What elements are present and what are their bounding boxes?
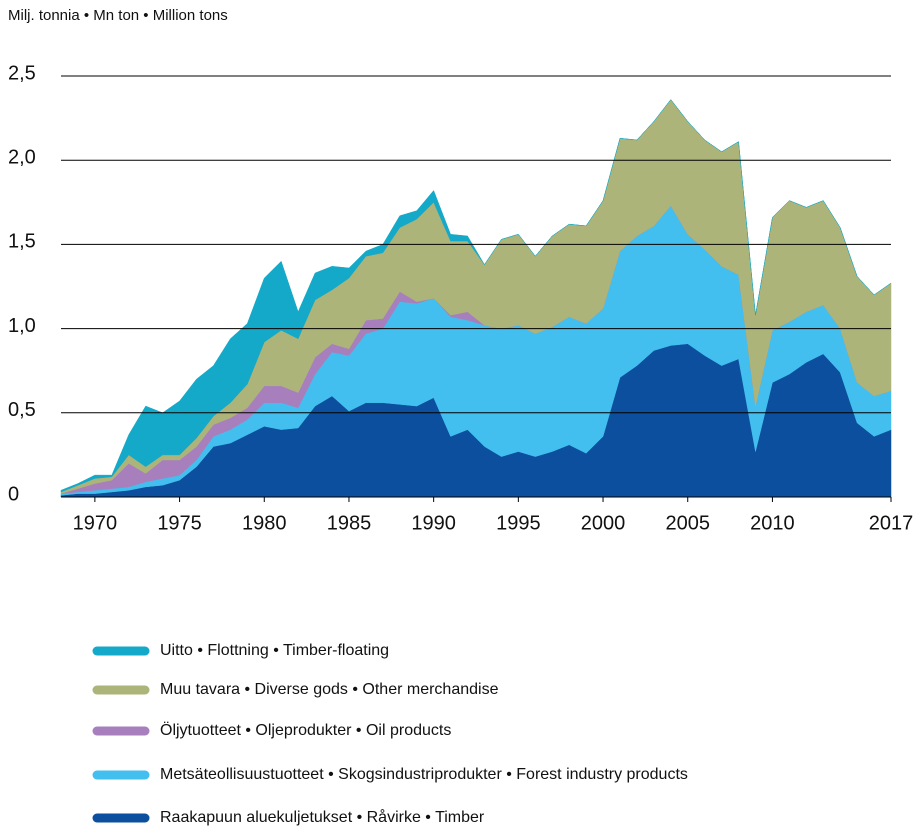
legend-label: Raakapuun aluekuljetukset • Råvirke • Ti… (160, 808, 485, 826)
x-tick-label: 1980 (242, 512, 287, 534)
x-tick-label: 1970 (73, 512, 118, 534)
x-tick-label: 1995 (496, 512, 541, 534)
x-tick-label: 2017 (869, 512, 914, 534)
legend-label: Uitto • Flottning • Timber-floating (160, 642, 389, 659)
x-tick-label: 2010 (750, 512, 795, 534)
legend-label: Muu tavara • Diverse gods • Other mercha… (160, 681, 499, 698)
x-tick-label: 2005 (665, 512, 710, 534)
chart-title: Milj. tonnia • Mn ton • Million tons (8, 7, 228, 24)
y-tick-label: 2,5 (8, 62, 36, 84)
y-tick-label: 0,5 (8, 399, 36, 421)
x-tick-label: 1975 (157, 512, 202, 534)
y-tick-label: 1,0 (8, 315, 36, 337)
y-tick-label: 1,5 (8, 231, 36, 253)
y-tick-label: 2,0 (8, 146, 36, 168)
legend-label: Öljytuotteet • Oljeprodukter • Oil produ… (160, 721, 451, 739)
legend-label: Metsäteollisuustuotteet • Skogsindustrip… (160, 766, 688, 783)
x-tick-label: 2000 (581, 512, 626, 534)
x-tick-label: 1985 (327, 512, 372, 534)
y-tick-label: 0 (8, 483, 19, 505)
x-tick-label: 1990 (411, 512, 456, 534)
area (60, 99, 892, 493)
